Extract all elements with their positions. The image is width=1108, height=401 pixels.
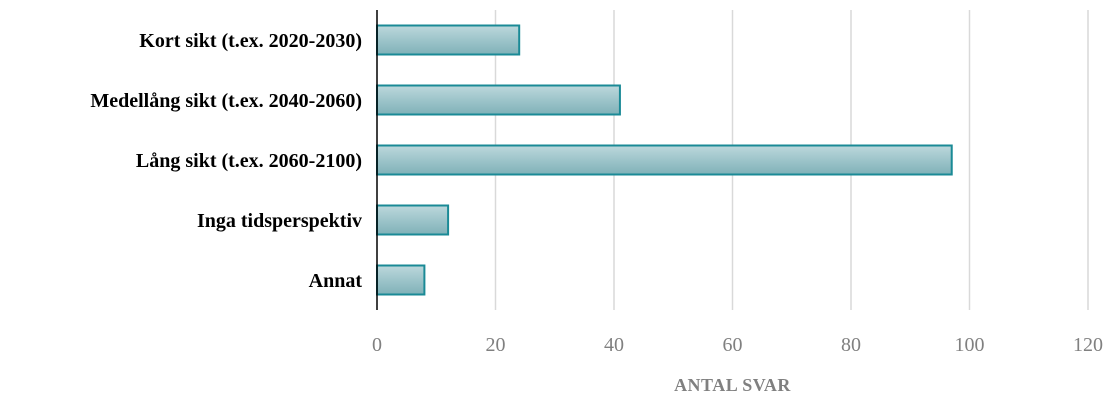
category-labels: Kort sikt (t.ex. 2020-2030) Medellång sik…	[90, 30, 362, 292]
x-tick-label: 60	[723, 334, 743, 356]
x-tick-labels: 0 20 40 60 80 100 120	[372, 334, 1103, 356]
bars	[376, 24, 953, 296]
category-label: Inga tidsperspektiv	[197, 210, 362, 232]
x-axis-title: ANTAL SVAR	[674, 375, 791, 395]
x-tick-label: 0	[372, 334, 382, 356]
category-label: Annat	[309, 270, 363, 292]
x-tick-label: 40	[604, 334, 624, 356]
x-tick-label: 20	[486, 334, 506, 356]
bar	[376, 204, 450, 236]
bar	[376, 84, 621, 116]
x-tick-label: 80	[841, 334, 861, 356]
x-tick-label: 100	[955, 334, 985, 356]
bar	[376, 264, 426, 296]
category-label: Lång sikt (t.ex. 2060-2100)	[136, 150, 362, 172]
bar	[376, 24, 521, 56]
category-label: Medellång sikt (t.ex. 2040-2060)	[90, 90, 362, 112]
category-label: Kort sikt (t.ex. 2020-2030)	[139, 30, 362, 52]
x-tick-label: 120	[1073, 334, 1103, 356]
bar	[376, 144, 953, 176]
